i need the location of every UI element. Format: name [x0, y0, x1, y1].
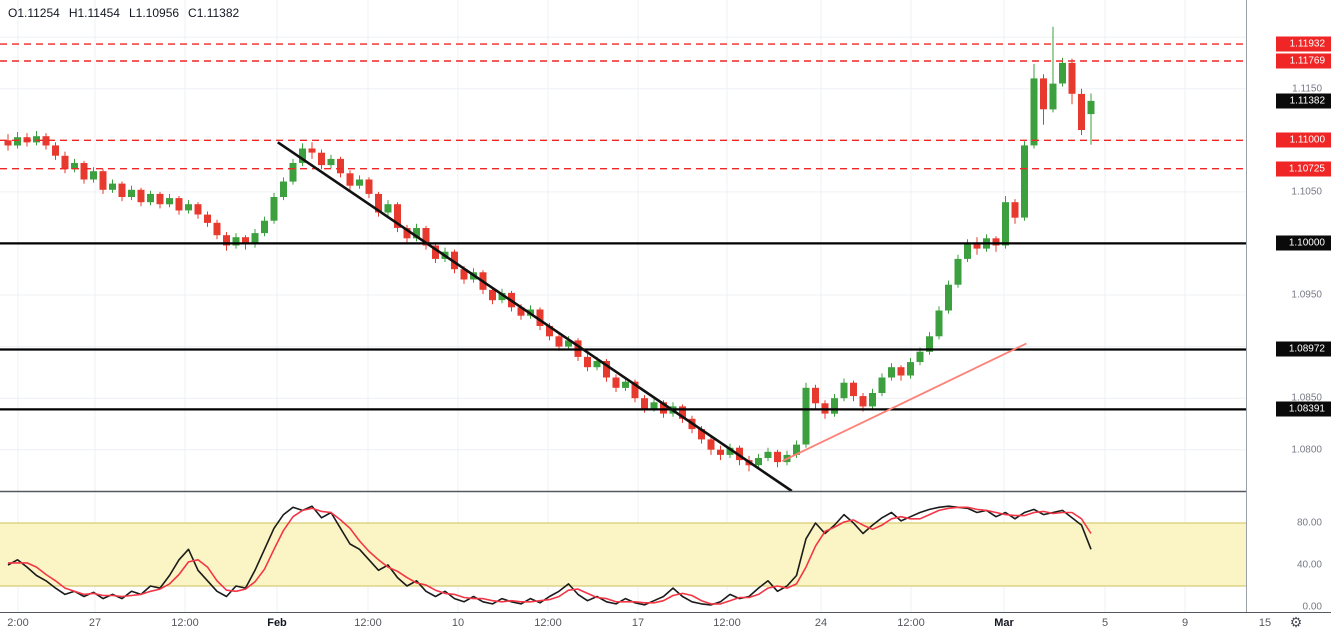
alert-price-label: 1.11932 [1276, 36, 1331, 52]
time-tick-label: 15 [1258, 617, 1272, 629]
time-tick-label: 2:00 [7, 617, 29, 629]
alert-price-label: 1.11769 [1276, 53, 1331, 69]
stoch-signal [8, 506, 1092, 605]
time-tick-label: 12:00 [354, 617, 382, 629]
oscillator-tick-label: 0.00 [1302, 601, 1322, 613]
time-tick-label: 12:00 [713, 617, 741, 629]
gear-icon[interactable]: ⚙ [1289, 614, 1303, 630]
price-tick-label: 1.0800 [1291, 444, 1322, 456]
time-tick-label: 17 [631, 617, 645, 629]
ascending-trendline [781, 342, 1027, 462]
time-tick-label: 5 [1101, 617, 1109, 629]
ohlc-high: H1.11454 [68, 6, 120, 20]
ohlc-open: O1.11254 [8, 6, 60, 20]
oscillator-tick-label: 40.00 [1296, 559, 1322, 571]
price-tick-label: 1.0950 [1291, 289, 1322, 301]
level-price-label: 1.08391 [1276, 401, 1331, 417]
ohlc-low: L1.10956 [128, 6, 180, 20]
price-tick-label: 1.0850 [1291, 392, 1322, 404]
ohlc-info: O1.11254 H1.11454 L1.10956 C1.11382 [8, 6, 248, 20]
alert-price-label: 1.11000 [1276, 132, 1331, 148]
ohlc-close: C1.11382 [188, 6, 240, 20]
time-tick-label: 10 [451, 617, 465, 629]
price-tick-label: 1.1150 [1292, 83, 1322, 95]
time-tick-label: 12:00 [897, 617, 925, 629]
time-tick-label: 27 [88, 617, 102, 629]
time-tick-label: Feb [267, 617, 287, 629]
price-tick-label: 1.1050 [1291, 186, 1322, 198]
candles-group [4, 26, 1095, 472]
time-tick-label: 24 [814, 617, 828, 629]
level-price-label: 1.10000 [1276, 235, 1331, 251]
time-tick-label: 9 [1181, 617, 1189, 629]
time-axis[interactable]: 2:00 27 12:00 Feb 12:00 10 12:00 17 12:00 24 12:00… [0, 612, 1331, 633]
current-price-label: 1.11382 [1276, 93, 1331, 109]
level-price-label: 1.08972 [1276, 341, 1331, 357]
time-tick-label: 12:00 [534, 617, 562, 629]
alert-price-label: 1.10725 [1276, 161, 1331, 177]
time-tick-label: 12:00 [171, 617, 199, 629]
time-tick-label: Mar [994, 617, 1014, 629]
stoch-main [7, 505, 1092, 606]
oscillator-tick-label: 80.00 [1296, 517, 1322, 529]
descending-trendline [277, 141, 793, 493]
price-axis[interactable]: 1.1150 1.1050 1.0950 1.0850 1.0800 80.00 40.00… [1246, 0, 1331, 613]
